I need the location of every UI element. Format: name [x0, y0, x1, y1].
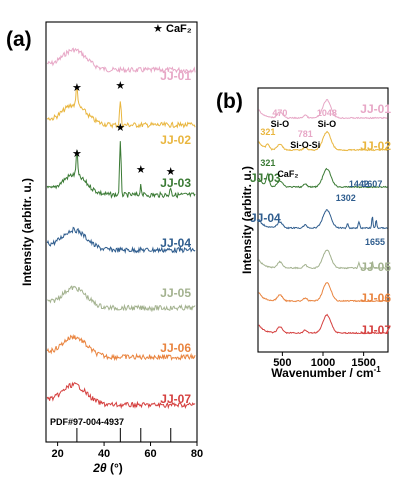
ftir-series-line [258, 130, 388, 152]
band-assignment-label: Si-O-Si [290, 140, 320, 150]
xrd-x-axis-title: 2θ (°) [92, 461, 123, 475]
band-position-label: 470 [272, 108, 287, 118]
xrd-plot-frame [45, 21, 198, 443]
xrd-y-axis-title: Intensity (arbitr. u.) [20, 178, 34, 286]
ftir-y-axis-title: Intensity (arbitr. u.) [240, 166, 254, 274]
caf2-peak-star: ★ [166, 166, 176, 178]
xrd-series-label: JJ-02 [160, 133, 191, 147]
xrd-series-line [46, 226, 196, 255]
xrd-x-ticks [57, 442, 198, 446]
xrd-peak-markers: ★ ★ ★ ★ ★ ★ [72, 80, 176, 178]
ftir-series-label: JJ-01 [360, 102, 391, 116]
xrd-series-label: JJ-05 [160, 286, 191, 300]
band-position-label: 1302 [336, 193, 356, 203]
xrd-x-tick-label: 20 [51, 448, 63, 460]
caf2-peak-star: ★ [72, 148, 82, 160]
ftir-x-axis-title: Wavenumber / cm-1 [271, 365, 381, 380]
ftir-series-label: JJ-07 [360, 323, 391, 337]
xrd-series-line [47, 285, 196, 313]
ftir-series-label: JJ-04 [250, 211, 281, 225]
ftir-series-line [258, 249, 388, 270]
band-position-label: 781 [298, 129, 313, 139]
panel-a-label: (a) [6, 28, 32, 51]
ftir-series-label: JJ-05 [360, 260, 391, 274]
ftir-series-label: JJ-03 [250, 171, 281, 185]
xrd-x-tick-label: 60 [144, 448, 156, 460]
band-assignment-label: CaF₂ [277, 169, 298, 179]
ftir-series-label: JJ-02 [360, 139, 391, 153]
band-position-label: 1442 [349, 179, 369, 189]
xrd-reference-lines [76, 428, 172, 442]
xrd-series-line [46, 47, 196, 74]
band-position-label: 1607 [362, 179, 382, 189]
ftir-series-line [258, 98, 388, 120]
xrd-x-tick-labels: 20 40 60 80 [51, 448, 203, 460]
band-position-label: 1048 [317, 108, 337, 118]
ftir-x-tick-label: 1500 [351, 357, 375, 369]
ftir-series-label: JJ-06 [360, 291, 391, 305]
ftir-series-line [258, 209, 388, 230]
xrd-series-label: JJ-07 [160, 392, 191, 406]
ftir-x-axis-text: Wavenumber / cm [271, 366, 373, 380]
ftir-x-tick-label: 1000 [311, 357, 335, 369]
ftir-band-annotations: 470Si-O781Si-O-Si1048Si-O321321CaF₂13021… [260, 108, 385, 247]
caf2-peak-star: ★ [72, 82, 82, 94]
xrd-reference-label: PDF#97-004-4937 [50, 417, 124, 427]
ftir-series-line [258, 313, 388, 335]
xrd-series-label: JJ-04 [160, 236, 191, 250]
xrd-series-line [46, 85, 196, 129]
band-position-label: 1655 [365, 237, 385, 247]
ftir-x-axis-superscript: -1 [374, 365, 382, 374]
ftir-series-line [258, 167, 388, 189]
xrd-series-label: JJ-03 [160, 176, 191, 190]
xrd-series-label: JJ-01 [160, 69, 191, 83]
caf2-peak-star: ★ [115, 80, 125, 92]
xrd-legend-symbol: ★ [153, 23, 163, 35]
xrd-series-line [46, 141, 196, 199]
band-assignment-label: Si-O [271, 119, 290, 129]
xrd-series-labels: JJ-01 JJ-02 JJ-03 JJ-04 JJ-05 JJ-06 JJ-07 [160, 69, 191, 406]
caf2-peak-star: ★ [115, 122, 125, 134]
ftir-x-tick-label: 500 [273, 357, 291, 369]
xrd-x-axis-symbol: 2θ [92, 461, 107, 475]
ftir-series-group [258, 98, 388, 335]
xrd-series-line [46, 381, 196, 410]
xrd-series-line [46, 333, 196, 362]
band-assignment-label: Si-O [318, 119, 337, 129]
xrd-series-group [46, 47, 196, 410]
xrd-series-label: JJ-06 [160, 341, 191, 355]
panel-b-label: (b) [216, 90, 243, 113]
ftir-x-ticks [281, 352, 365, 356]
xrd-x-axis-unit: (°) [107, 461, 123, 475]
ftir-series-line [258, 282, 388, 303]
band-position-label: 321 [260, 127, 275, 137]
caf2-peak-star: ★ [136, 164, 146, 176]
xrd-x-tick-label: 40 [98, 448, 110, 460]
ftir-x-tick-labels: 500 1000 1500 [273, 357, 376, 369]
band-position-label: 321 [260, 158, 275, 168]
xrd-x-tick-label: 80 [191, 448, 203, 460]
ftir-series-labels: JJ-01 JJ-02 JJ-03 JJ-04 JJ-05 JJ-06 JJ-07 [250, 102, 391, 337]
xrd-legend-label: CaF₂ [166, 23, 192, 35]
